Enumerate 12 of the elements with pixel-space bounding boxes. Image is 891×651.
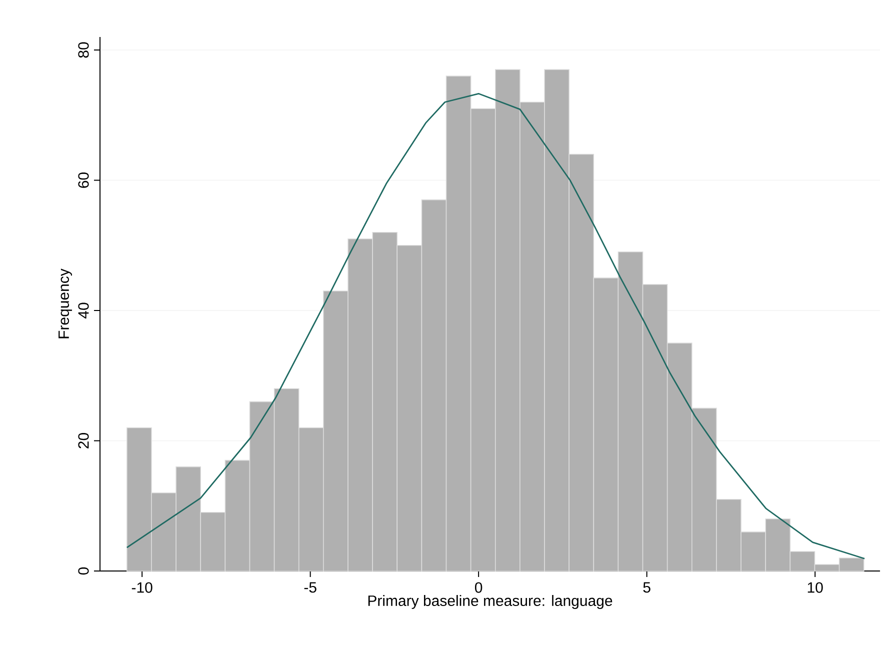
x-tick-label: -5 <box>304 582 316 593</box>
y-tick-label: 40 <box>78 302 89 319</box>
y-tick-label: 0 <box>78 567 89 575</box>
x-tick-label: 5 <box>643 582 650 593</box>
x-tick-label: -10 <box>132 582 152 593</box>
y-tick-label: 80 <box>78 42 89 58</box>
y-tick-label: 20 <box>78 433 89 448</box>
y-tick-label: 60 <box>78 172 89 188</box>
y-axis-title: Frequency <box>58 268 72 338</box>
x-tick-label: 10 <box>808 582 823 593</box>
x-axis-title: Primary baseline measure: language <box>368 595 612 609</box>
x-tick-label: 0 <box>474 582 482 593</box>
